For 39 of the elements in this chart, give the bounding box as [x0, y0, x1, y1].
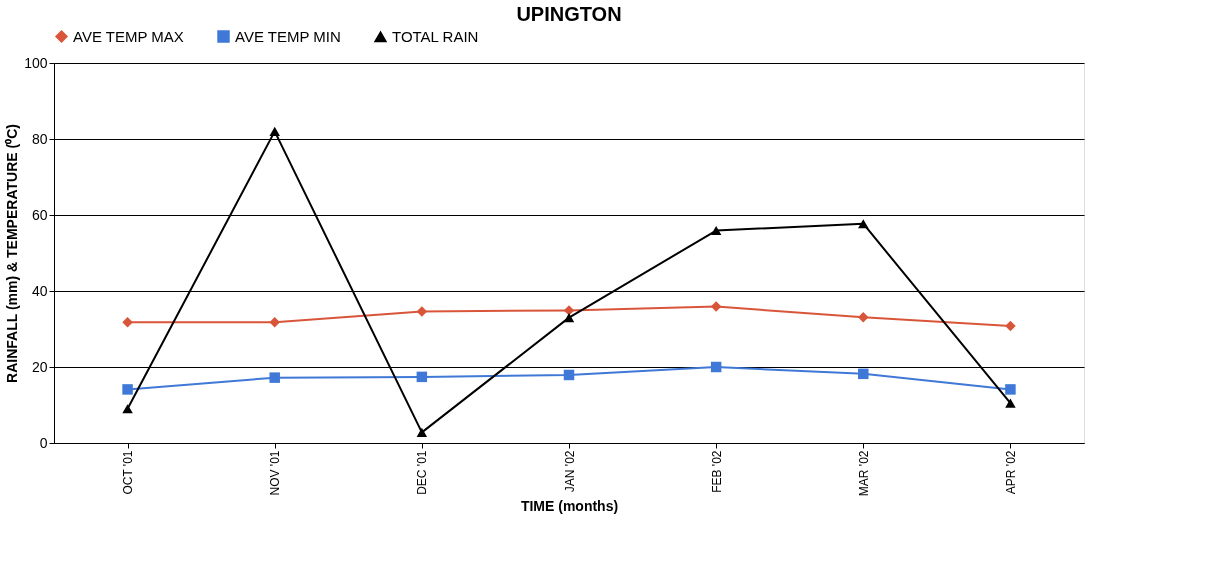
point [416, 306, 428, 317]
x-tick-label: JAN '02 [562, 450, 577, 493]
point [1005, 398, 1016, 408]
legend-label: AVE TEMP MIN [235, 27, 341, 45]
y-axis-title: RAINFALL (mm) & TEMPERATURE (⁰C) [4, 124, 21, 383]
point [858, 311, 869, 323]
y-tick-label: 60 [31, 206, 48, 223]
point [269, 316, 280, 328]
x-tick-label: OCT '01 [121, 450, 136, 495]
point [1005, 384, 1016, 395]
point [710, 226, 722, 236]
y-tick-label: 0 [39, 434, 48, 451]
x-tick-label: NOV '01 [268, 450, 283, 496]
chart-title: UPINGTON [516, 3, 622, 25]
point [1005, 320, 1016, 332]
y-tick-label: 100 [24, 54, 48, 71]
point [563, 313, 575, 323]
point [122, 404, 133, 414]
point [416, 427, 428, 437]
point [710, 361, 722, 373]
y-tick-label: 20 [31, 358, 48, 375]
point [269, 372, 280, 383]
x-tick-label: MAR '02 [856, 450, 871, 497]
point [416, 371, 428, 383]
y-tick-label: 40 [31, 282, 48, 299]
legend-label: AVE TEMP MAX [73, 27, 184, 45]
x-tick-label: DEC '01 [415, 450, 430, 495]
legend-label: TOTAL RAIN [392, 27, 479, 45]
point [858, 219, 869, 229]
point [710, 301, 722, 312]
x-axis-title: TIME (months) [520, 498, 619, 515]
point [563, 369, 575, 381]
point [122, 384, 133, 395]
x-tick-label: FEB '02 [709, 450, 724, 493]
point [269, 126, 280, 136]
y-tick-label: 80 [31, 130, 48, 147]
point [122, 316, 133, 328]
point [858, 368, 869, 380]
x-tick-label: APR '02 [1003, 450, 1018, 495]
